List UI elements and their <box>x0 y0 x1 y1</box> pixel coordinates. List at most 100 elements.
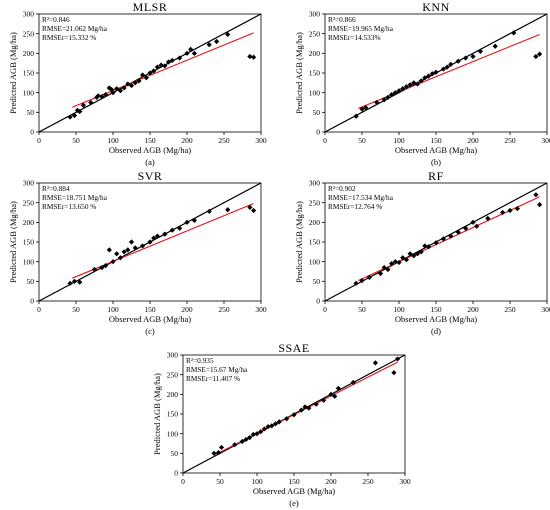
data-point <box>169 227 175 233</box>
y-tick-label: 0 <box>174 469 178 478</box>
x-tick-label: 50 <box>72 305 80 314</box>
data-point <box>106 247 112 253</box>
x-tick-label: 150 <box>144 305 156 314</box>
data-point <box>169 57 175 64</box>
stat-text: RMSEr=11.407 % <box>186 374 240 383</box>
data-point <box>88 99 94 106</box>
data-point <box>392 90 398 96</box>
data-point <box>381 97 387 103</box>
data-point <box>77 108 83 115</box>
data-point <box>403 84 409 90</box>
data-point <box>191 217 197 223</box>
data-point <box>492 43 498 49</box>
x-axis-label: Observed AGB (Mg/ha) <box>253 486 335 496</box>
data-point <box>537 51 543 57</box>
regression-fit-line <box>72 202 254 279</box>
data-point <box>165 59 172 65</box>
data-point <box>500 209 506 216</box>
x-tick-label: 50 <box>216 477 224 486</box>
data-point <box>533 53 539 60</box>
data-point <box>110 259 116 265</box>
data-point <box>154 64 160 70</box>
x-tick-label: 250 <box>218 305 230 314</box>
data-point <box>389 261 395 267</box>
x-tick-label: 250 <box>504 305 516 314</box>
data-point <box>395 356 401 362</box>
data-point <box>143 75 149 81</box>
y-axis-label: Predicted AGB (Mg/ha) <box>8 32 18 114</box>
data-point <box>117 255 123 261</box>
y-axis-label: Predicted AGB (Mg/ha) <box>8 201 18 283</box>
stat-text: RMSE=19.965 Mg/ha <box>328 24 394 33</box>
y-tick-label: 150 <box>23 69 35 78</box>
data-point <box>291 412 297 418</box>
data-point <box>463 55 469 61</box>
x-tick-label: 0 <box>37 136 41 145</box>
stat-text: RMSEr=14.533% <box>328 33 381 42</box>
data-point <box>128 239 135 245</box>
data-point <box>433 240 439 246</box>
x-tick-label: 50 <box>358 305 366 314</box>
data-point <box>251 54 257 60</box>
y-tick-label: 50 <box>27 277 35 286</box>
data-point <box>258 429 264 435</box>
data-point <box>414 81 421 87</box>
data-point <box>448 61 454 67</box>
data-point <box>232 442 238 448</box>
data-point <box>247 204 253 210</box>
y-tick-label: 200 <box>309 49 321 58</box>
y-tick-label: 300 <box>309 10 321 19</box>
y-tick-label: 100 <box>167 429 179 438</box>
y-tick-label: 250 <box>23 29 35 38</box>
x-tick-label: 200 <box>181 136 193 145</box>
data-point <box>276 419 282 425</box>
data-point <box>121 85 127 91</box>
x-tick-label: 150 <box>430 136 442 145</box>
panel-label: (c) <box>145 326 155 336</box>
data-point <box>511 30 517 36</box>
data-point <box>140 72 146 78</box>
data-point <box>243 436 249 443</box>
data-point <box>251 207 257 214</box>
panel-label: (b) <box>431 157 441 167</box>
chart-panel-2: KNN 0 50 100 150 200 250 300 0 50 100 150 200 250 300 O… <box>294 0 550 167</box>
y-tick-label: 250 <box>167 370 179 379</box>
chart-title: KNN <box>422 0 450 14</box>
stat-text: RMSEr=12.764 % <box>328 202 382 211</box>
data-point <box>110 90 116 96</box>
data-point <box>91 266 98 273</box>
data-point <box>332 393 338 399</box>
y-tick-label: 100 <box>309 88 321 97</box>
x-tick-label: 0 <box>37 305 41 314</box>
stat-text: R²=0.846 <box>42 15 70 24</box>
data-point <box>239 438 245 445</box>
y-tick-label: 0 <box>30 297 34 306</box>
data-point <box>151 68 157 74</box>
y-tick-label: 200 <box>23 49 35 58</box>
y-tick-label: 300 <box>309 179 321 188</box>
y-tick-label: 100 <box>309 257 321 266</box>
panel-label: (a) <box>145 157 155 167</box>
x-tick-label: 0 <box>181 477 185 486</box>
y-tick-label: 150 <box>309 238 321 247</box>
y-tick-label: 100 <box>23 257 35 266</box>
data-point <box>470 53 476 60</box>
y-tick-label: 0 <box>316 297 320 306</box>
data-point <box>335 385 341 392</box>
data-point <box>272 421 279 427</box>
x-tick-label: 150 <box>288 477 300 486</box>
x-axis-label: Observed AGB (Mg/ha) <box>395 314 477 324</box>
stat-text: RMSE=15.67 Mg/ha <box>186 365 248 374</box>
data-point <box>374 99 380 106</box>
data-point <box>103 263 109 269</box>
data-point <box>151 235 157 241</box>
data-point <box>403 257 409 263</box>
x-tick-label: 200 <box>467 305 479 314</box>
data-point <box>400 86 406 92</box>
data-point <box>321 397 327 403</box>
x-tick-label: 50 <box>358 136 366 145</box>
data-point <box>444 64 450 70</box>
chart-panel-1: MLSR 0 50 100 150 200 250 300 0 50 100 150 200 250 300… <box>8 0 267 167</box>
y-tick-label: 50 <box>27 108 35 117</box>
data-point <box>474 223 480 229</box>
